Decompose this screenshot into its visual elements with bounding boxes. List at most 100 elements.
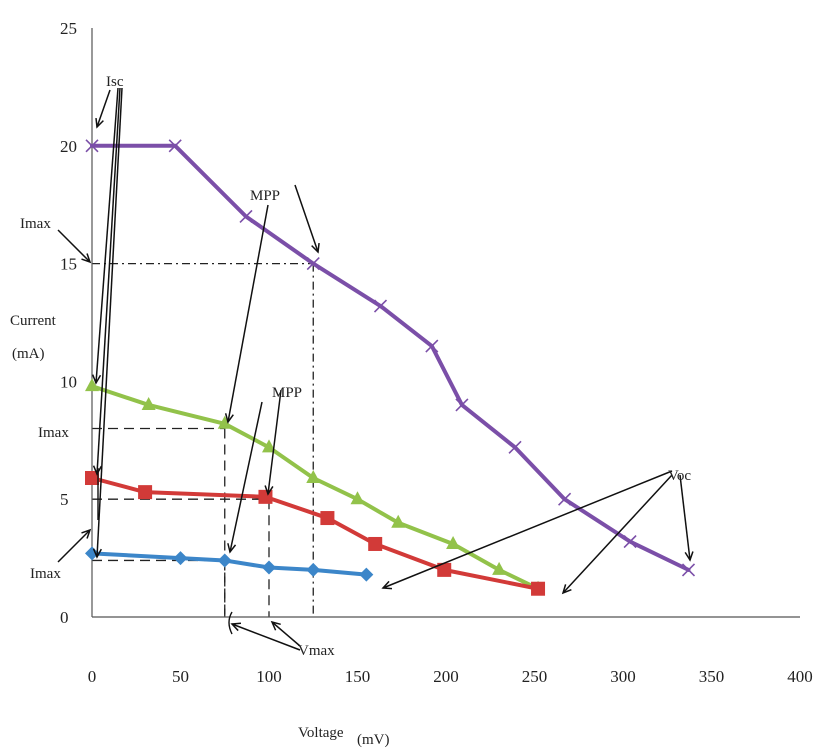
vmax-arrow-2 — [271, 621, 301, 647]
mpp-arrow-red — [267, 389, 282, 495]
series-1-point — [350, 491, 365, 505]
x-tick-labels: 0 50 100 150 200 250 300 350 400 — [88, 667, 813, 686]
isc-annotation: Isc — [106, 74, 124, 90]
mpp-arrow-purple-head — [311, 242, 320, 254]
x-tick-label: 400 — [787, 667, 813, 686]
series-2-point — [531, 581, 546, 596]
x-axis-label: Voltage — [298, 725, 344, 741]
y-tick-label: 25 — [60, 19, 77, 38]
vmax-arrow-2-head — [270, 620, 281, 631]
voc-arrow-blue — [382, 470, 673, 589]
y-tick-labels: 0 5 10 15 20 25 — [60, 19, 77, 627]
series-2-point — [437, 562, 452, 577]
annotation-arrows — [57, 87, 694, 651]
guide-lines — [92, 262, 314, 617]
vmax-annotation: Vmax — [298, 643, 335, 659]
imax-annotation-mid: Imax — [38, 425, 69, 441]
voc-annotation: Voc — [668, 468, 691, 484]
mpp-arrow-blue-head — [227, 543, 237, 554]
series-0-point — [85, 139, 99, 153]
isc-arrow-6-head — [92, 465, 103, 476]
series-2-point — [138, 485, 153, 500]
vmax-bracket — [228, 611, 233, 635]
series-0-point — [306, 257, 320, 271]
imax-annotation-bottom: Imax — [30, 566, 61, 582]
y-axis-unit: (mA) — [12, 346, 45, 362]
series-3-point — [262, 560, 276, 575]
isc-arrow-10-head — [92, 374, 102, 385]
imax-arrow-bottom — [57, 529, 91, 563]
mpp-arrow-green-head — [224, 413, 234, 424]
series-0-point — [455, 398, 469, 412]
x-tick-label: 200 — [433, 667, 459, 686]
series-3-point — [306, 562, 321, 577]
series-0-point — [168, 139, 182, 153]
x-tick-label: 300 — [610, 667, 636, 686]
isc-arrow-6 — [96, 87, 121, 475]
series-1-point — [217, 415, 232, 429]
series-lines — [85, 139, 696, 596]
series-0-point — [239, 209, 253, 224]
series-0-point — [623, 535, 637, 549]
series-3-point — [217, 553, 232, 568]
series-1-point — [391, 514, 406, 528]
voc-arrow-blue-head — [381, 580, 393, 590]
x-tick-label: 50 — [172, 667, 189, 686]
voc-arrow-purple-head — [684, 551, 694, 562]
y-tick-label: 0 — [60, 608, 69, 627]
x-tick-label: 250 — [522, 667, 548, 686]
voc-arrow-red — [562, 474, 673, 594]
series-0-point — [508, 440, 522, 454]
imax-annotation-top: Imax — [20, 216, 51, 232]
isc-arrow-2-head — [92, 548, 102, 559]
series-1-point — [85, 378, 99, 392]
series-1-point — [492, 561, 507, 575]
y-tick-label: 5 — [60, 490, 69, 509]
x-tick-label: 100 — [256, 667, 282, 686]
series-2-point — [85, 470, 99, 485]
series-1-point — [306, 469, 321, 483]
series-3-point — [173, 551, 188, 566]
x-tick-label: 350 — [699, 667, 725, 686]
series-1-point — [141, 396, 156, 410]
x-axis-unit: (mV) — [357, 732, 390, 748]
series-0-point — [681, 563, 696, 577]
imax-arrow-bottom-head — [81, 528, 92, 539]
series-2-point — [320, 511, 335, 526]
mpp-arrow-blue — [229, 401, 263, 553]
series-2-point — [368, 536, 383, 551]
series-1-line — [90, 384, 541, 591]
y-axis-label: Current — [10, 313, 57, 329]
mpp-annotation-upper: MPP — [250, 188, 280, 204]
voc-arrow-purple — [679, 474, 691, 561]
mpp-arrow-green — [227, 204, 269, 423]
series-2-point — [258, 489, 273, 504]
mpp-arrow-red-head — [264, 485, 274, 496]
imax-arrow-top — [57, 229, 91, 263]
imax-arrow-top-head — [81, 253, 92, 264]
isc-arrow-top-head — [95, 117, 104, 129]
series-1-point — [262, 439, 276, 453]
voc-arrow-red-head — [561, 584, 572, 595]
axes — [91, 28, 800, 618]
mpp-annotation-lower: MPP — [272, 385, 302, 401]
series-3-point — [359, 567, 374, 582]
vmax-arrow-1-head — [230, 622, 242, 632]
vmax-arrow-1 — [231, 623, 301, 651]
y-tick-label: 15 — [60, 255, 77, 274]
series-0-line — [90, 143, 691, 572]
series-3-line — [90, 551, 369, 577]
series-0-point — [558, 492, 572, 506]
series-0-point — [373, 299, 388, 313]
isc-arrow-top — [96, 89, 111, 128]
series-1-point — [446, 535, 461, 549]
y-tick-label: 10 — [60, 372, 77, 391]
mpp-arrow-purple — [294, 184, 319, 253]
series-3-point — [85, 546, 99, 561]
isc-arrow-2 — [96, 87, 123, 558]
series-0-point — [425, 339, 439, 353]
x-tick-label: 0 — [88, 667, 97, 686]
x-tick-label: 150 — [345, 667, 371, 686]
y-tick-label: 20 — [60, 137, 77, 156]
